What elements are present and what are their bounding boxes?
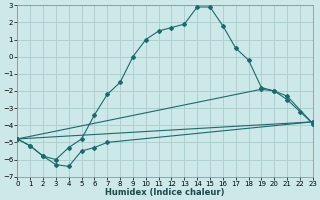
X-axis label: Humidex (Indice chaleur): Humidex (Indice chaleur) <box>105 188 225 197</box>
